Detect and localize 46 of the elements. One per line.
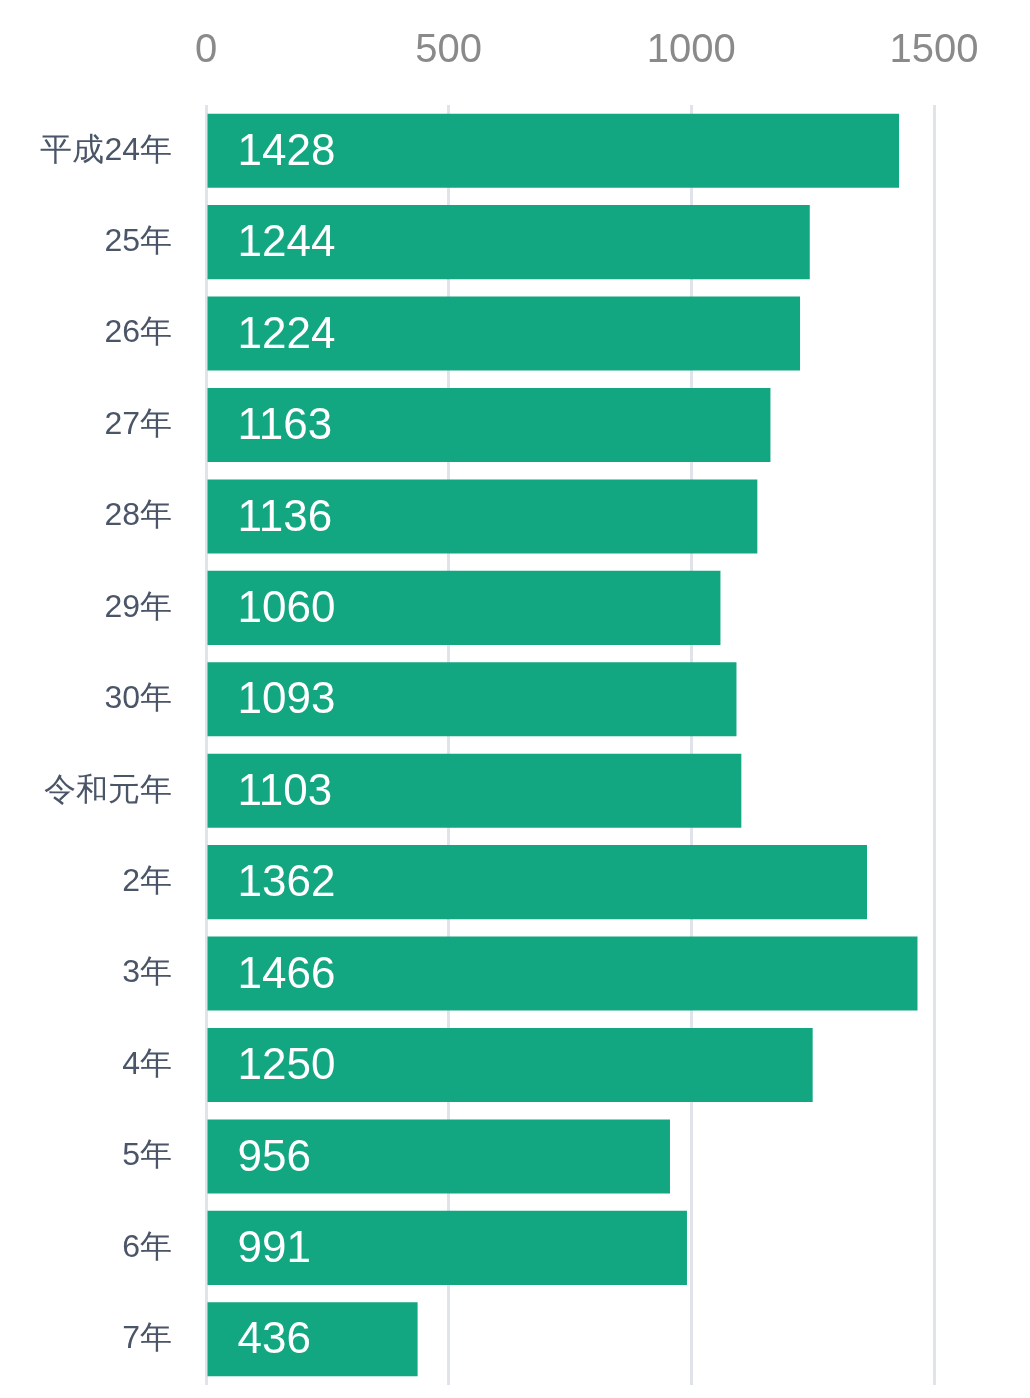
y-tick-label: 7年: [122, 1319, 172, 1356]
data-label: 1060: [237, 582, 336, 631]
data-label: 1163: [237, 399, 333, 449]
data-label: 1103: [237, 764, 333, 814]
bar: [207, 113, 900, 188]
bar: [207, 205, 810, 280]
x-tick-label: 1000: [646, 26, 736, 71]
bar: [207, 1027, 813, 1103]
y-tick-label: 26年: [104, 313, 172, 350]
bar: [207, 1119, 670, 1194]
bar: [207, 1210, 687, 1285]
bar: [207, 296, 801, 371]
data-label: 1466: [237, 947, 336, 997]
bar: [207, 662, 737, 737]
x-tick-label: 1500: [889, 26, 979, 71]
y-tick-label: 25年: [104, 221, 172, 258]
y-tick-label: 4年: [122, 1044, 172, 1081]
data-label: 1428: [237, 124, 336, 174]
y-tick-label: 3年: [122, 953, 172, 990]
y-tick-label: 28年: [104, 496, 172, 533]
y-tick-label: 2年: [122, 861, 172, 898]
data-label: 956: [237, 1130, 311, 1180]
y-tick-label: 29年: [104, 587, 172, 624]
data-label: 991: [237, 1222, 311, 1271]
y-tick-label: 令和元年: [44, 770, 172, 807]
data-label: 1136: [237, 490, 333, 540]
x-tick-label: 500: [415, 26, 483, 71]
data-label: 1093: [237, 673, 336, 723]
bar: [207, 845, 868, 920]
bar: [207, 387, 771, 463]
y-tick-label: 6年: [122, 1227, 172, 1264]
y-tick-label: 平成24年: [40, 130, 172, 167]
data-label: 1224: [237, 307, 336, 357]
bar: [207, 753, 742, 828]
bar: [207, 479, 758, 554]
bar: [207, 1302, 418, 1377]
data-label: 1250: [237, 1039, 336, 1089]
data-label: 1244: [237, 216, 336, 266]
y-tick-label: 30年: [104, 679, 172, 716]
y-tick-label: 27年: [104, 404, 172, 441]
data-label: 1362: [237, 856, 336, 906]
data-label: 436: [237, 1313, 311, 1363]
bar: [207, 570, 721, 645]
bar: [207, 936, 918, 1011]
x-tick-label: 0: [194, 26, 218, 71]
y-tick-label: 5年: [122, 1136, 172, 1173]
